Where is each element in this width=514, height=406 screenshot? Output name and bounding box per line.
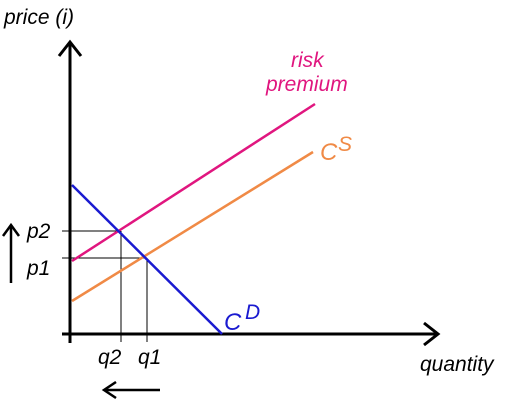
supply-curve: [71, 150, 314, 303]
y-axis-label: price (i): [3, 6, 74, 29]
risk-premium-label-line2: premium: [265, 73, 348, 96]
demand-curve-superscript: D: [245, 301, 260, 324]
demand-curve: [71, 184, 223, 335]
supply-curve-superscript: S: [338, 133, 352, 156]
p1-label: p1: [26, 257, 50, 280]
risk-premium-curve: [71, 102, 316, 263]
q1-label: q1: [138, 346, 161, 369]
x-axis-label: quantity: [420, 353, 495, 376]
risk-premium-label-line1: risk: [291, 49, 325, 72]
x-axis-arrowhead: [423, 321, 441, 347]
q2-label: q2: [98, 346, 122, 369]
price-up-arrow-icon: [1, 222, 21, 283]
quantity-left-arrow-icon: [101, 380, 160, 400]
p2-label: p2: [26, 220, 51, 243]
supply-curve-label: C: [320, 139, 338, 166]
demand-curve-label: C: [224, 309, 242, 336]
y-axis-arrowhead: [57, 39, 83, 57]
